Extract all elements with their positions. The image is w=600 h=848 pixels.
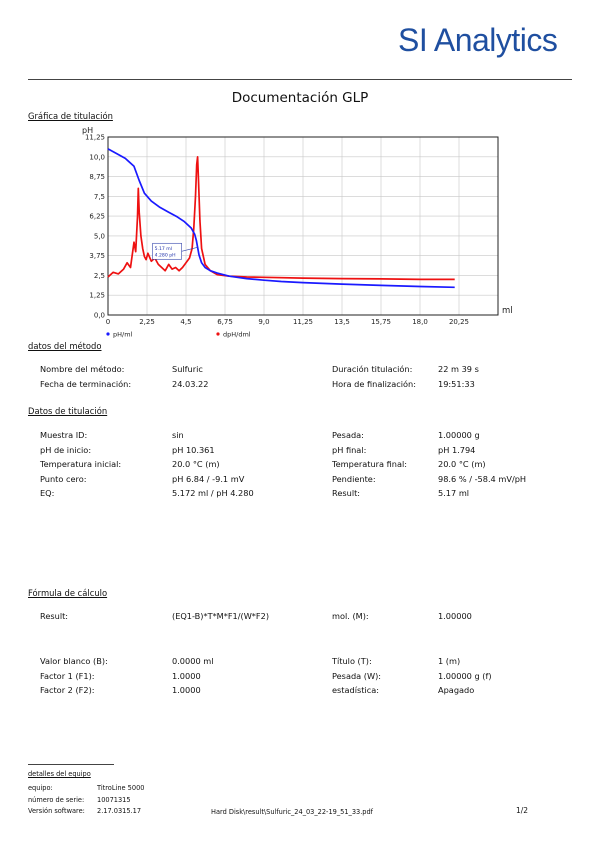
titulacion-cell: Pesada: (332, 430, 364, 440)
y-tick-label: 10,0 (89, 153, 105, 161)
metodo-cell: 19:51:33 (438, 379, 475, 389)
titulacion-cell: pH 6.84 / -9.1 mV (172, 473, 245, 484)
x-tick-label: 2,25 (139, 318, 155, 326)
x-tick-label: 20,25 (449, 318, 469, 326)
formula-result-cell: (EQ1-B)*T*M*F1/(W*F2) (172, 611, 270, 621)
y-tick-label: 3,75 (89, 252, 105, 260)
y-axis-label: pH (82, 126, 93, 135)
x-tick-label: 18,0 (412, 318, 428, 326)
equipment-detail: número de serie: (28, 795, 85, 804)
x-tick-label: 0 (106, 318, 110, 326)
formula-cell: 1.0000 (172, 685, 201, 695)
x-tick-label: 6,75 (217, 318, 233, 326)
y-tick-label: 2,5 (94, 272, 105, 280)
chart-grid (107, 136, 498, 316)
formula-result-cell: 1.00000 (438, 611, 472, 621)
footer-divider (28, 764, 114, 765)
file-path: Hard Disk\result\Sulfuric_24_03_22-19_51… (211, 808, 373, 816)
series-line-1 (107, 155, 455, 281)
y-tick-label: 1,25 (89, 292, 105, 300)
annotation-text: 4.280 pH (155, 252, 176, 258)
chart-axes (107, 136, 499, 316)
titulacion-cell: 20.0 °C (m) (172, 459, 220, 469)
titulacion-cell: 98.6 % / -58.4 mV/pH (438, 473, 527, 484)
metodo-cell: Fecha de terminación: (40, 379, 132, 389)
chart-legend: pH/ml dpH/dml (106, 331, 251, 339)
titulacion-cell: EQ: (40, 488, 55, 498)
formula-cell: estadística: (332, 685, 380, 695)
chart-section-title: Gráfica de titulación (28, 111, 113, 121)
titulacion-cell: pH 1.794 (438, 444, 476, 455)
footer-title: detalles del equipo (28, 770, 91, 778)
formula-cell: Factor 1 (F1): (40, 670, 95, 681)
y-tick-label: 6,25 (89, 213, 105, 221)
annotation-text: 5.17 ml (155, 246, 172, 252)
titulacion-cell: sin (172, 430, 184, 440)
titulacion-cell: 5.17 ml (438, 488, 470, 498)
y-tick-label: 11,25 (85, 134, 105, 142)
titulacion-cell: Temperatura inicial: (40, 459, 122, 469)
legend-label: pH/ml (113, 331, 133, 339)
formula-cell: 1.00000 g (f) (438, 670, 492, 681)
equipment-detail: equipo: (28, 784, 53, 792)
titulacion-cell: pH 10.361 (172, 444, 215, 455)
metodo-section-title: datos del método (28, 341, 102, 351)
y-tick-label: 8,75 (89, 173, 105, 181)
titulacion-cell: Pendiente: (332, 473, 376, 484)
equipment-detail: 10071315 (97, 795, 131, 804)
page-title: Documentación GLP (231, 90, 369, 106)
titulacion-cell: Result: (332, 488, 361, 498)
titulacion-cell: Punto cero: (40, 473, 87, 484)
x-tick-label: 15,75 (371, 318, 391, 326)
plot-frame (107, 136, 499, 316)
titulacion-cell: Temperatura final: (332, 459, 408, 469)
y-tick-label: 0,0 (94, 312, 105, 320)
x-tick-label: 13,5 (334, 318, 350, 326)
formula-cell: 1 (m) (438, 656, 461, 666)
titulacion-cell: 20.0 °C (m) (438, 459, 486, 469)
equipment-detail: Versión software: (28, 807, 85, 815)
metodo-cell: 22 m 39 s (438, 364, 479, 374)
x-tick-label: 9,0 (258, 318, 269, 326)
metodo-cell: Hora de finalización: (332, 379, 416, 389)
titration-chart: 0,0 1,25 2,5 3,75 5,0 6,25 7,5 8,75 10,0 11,25 0 2,… (82, 126, 513, 339)
x-tick-label: 4,5 (180, 318, 191, 326)
titulacion-cell: pH final: (332, 444, 367, 455)
eq-annotation: 5.17 ml4.280 pH (152, 242, 198, 260)
x-tick-label: 11,25 (293, 318, 313, 326)
formula-section-title: Fórmula de cálculo (28, 588, 108, 598)
brand-logo: SI Analytics (398, 22, 558, 58)
metodo-cell: Duración titulación: (332, 364, 413, 374)
titulacion-cell: Muestra ID: (40, 430, 88, 440)
metodo-cell: Nombre del método: (40, 364, 125, 374)
formula-result-cell: Result: (40, 611, 69, 621)
metodo-cell: 24.03.22 (172, 379, 209, 389)
legend-swatch (216, 332, 220, 336)
legend-swatch (106, 332, 110, 336)
legend-label: dpH/dml (223, 331, 251, 339)
titulacion-cell: pH de inicio: (40, 444, 92, 455)
formula-cell: 0.0000 ml (172, 656, 214, 666)
chart-series (107, 148, 455, 289)
y-tick-label: 7,5 (94, 193, 105, 201)
formula-result-cell: mol. (M): (332, 611, 369, 621)
y-tick-label: 5,0 (94, 232, 105, 240)
formula-cell: Factor 2 (F2): (40, 685, 95, 695)
formula-cell: 1.0000 (172, 670, 201, 681)
titulacion-section-title: Datos de titulación (28, 406, 108, 416)
x-axis-label: ml (502, 306, 513, 316)
chart-tick-labels: 0,0 1,25 2,5 3,75 5,0 6,25 7,5 8,75 10,0 11,25 0 2,… (85, 134, 469, 327)
annotation-leader (181, 246, 198, 252)
equipment-detail: 2.17.0315.17 (97, 807, 142, 815)
formula-cell: Título (T): (332, 656, 372, 666)
titulacion-cell: 5.172 ml / pH 4.280 (172, 488, 254, 498)
formula-cell: Pesada (W): (332, 670, 382, 681)
equipment-detail: TitroLine 5000 (97, 784, 145, 792)
metodo-cell: Sulfuric (172, 364, 203, 374)
formula-cell: Valor blanco (B): (40, 656, 108, 666)
formula-cell: Apagado (438, 685, 475, 695)
header-divider (28, 79, 572, 80)
page-number: 1/2 (516, 806, 529, 815)
titulacion-cell: 1.00000 g (438, 430, 480, 440)
